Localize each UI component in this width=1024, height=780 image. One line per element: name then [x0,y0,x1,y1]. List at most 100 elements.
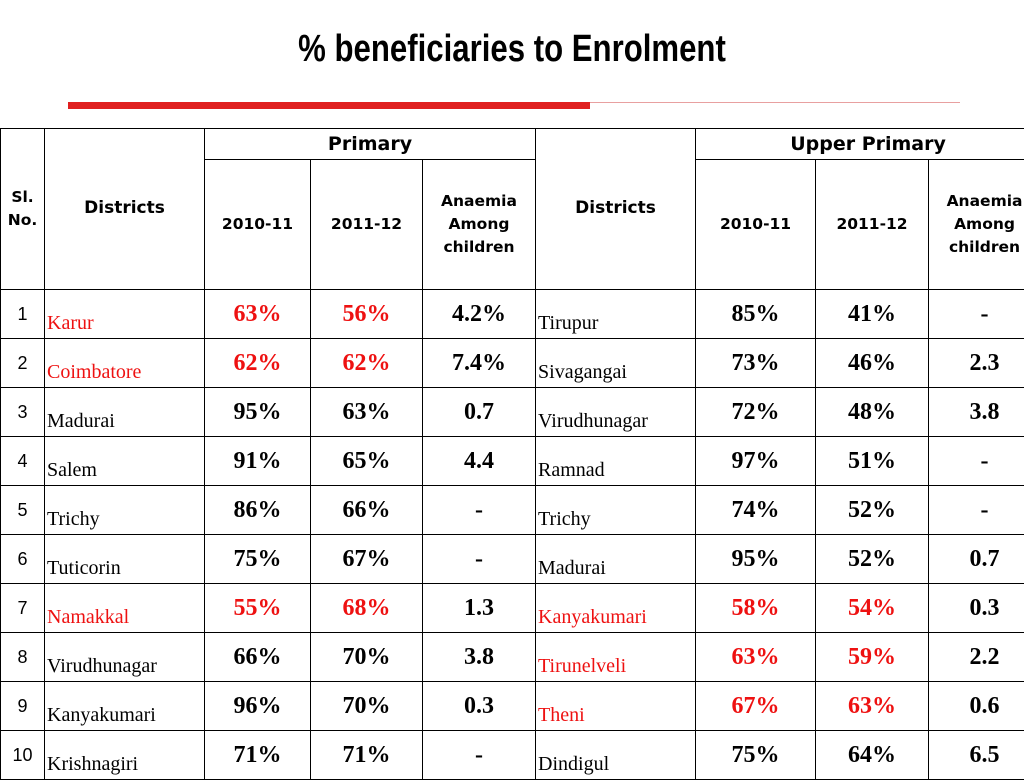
cell-upper-anaemia: 2.2 [929,633,1024,682]
cell-upper-2011-12: 48% [816,388,929,437]
cell-primary-2011-12: 63% [311,388,423,437]
cell-primary-anaemia: - [423,535,536,584]
cell-sl-no: 1 [1,290,45,339]
cell-upper-district: Tirupur [536,290,696,339]
cell-primary-district: Trichy [45,486,205,535]
title-underline-rule [590,102,960,103]
cell-upper-anaemia: - [929,486,1024,535]
cell-upper-anaemia: 2.3 [929,339,1024,388]
cell-upper-2010-11: 74% [696,486,816,535]
cell-primary-2011-12: 56% [311,290,423,339]
cell-upper-anaemia: 3.8 [929,388,1024,437]
cell-sl-no: 10 [1,731,45,780]
cell-upper-district: Kanyakumari [536,584,696,633]
title-underline-accent [68,102,590,109]
cell-upper-district: Dindigul [536,731,696,780]
header-primary-anaemia: Anaemia Among children [423,160,536,290]
cell-upper-2011-12: 46% [816,339,929,388]
cell-primary-district: Salem [45,437,205,486]
cell-primary-2010-11: 86% [205,486,311,535]
cell-primary-2011-12: 65% [311,437,423,486]
cell-upper-2011-12: 51% [816,437,929,486]
cell-primary-anaemia: 4.4 [423,437,536,486]
header-upper-2011-12: 2011-12 [816,160,929,290]
cell-upper-district: Tirunelveli [536,633,696,682]
cell-sl-no: 9 [1,682,45,731]
cell-primary-2011-12: 68% [311,584,423,633]
cell-upper-2010-11: 72% [696,388,816,437]
cell-primary-anaemia: 0.3 [423,682,536,731]
header-primary-2011-12: 2011-12 [311,160,423,290]
cell-primary-district: Tuticorin [45,535,205,584]
header-districts-primary: Districts [45,129,205,290]
header-upper-anaemia: Anaemia Among children [929,160,1024,290]
beneficiaries-table: Sl. No. Districts Primary Districts Uppe… [0,128,1024,780]
cell-upper-district: Sivagangai [536,339,696,388]
cell-upper-anaemia: 0.7 [929,535,1024,584]
cell-upper-2010-11: 85% [696,290,816,339]
cell-upper-2010-11: 63% [696,633,816,682]
cell-upper-2011-12: 63% [816,682,929,731]
cell-sl-no: 8 [1,633,45,682]
cell-primary-anaemia: - [423,486,536,535]
cell-upper-district: Madurai [536,535,696,584]
cell-sl-no: 7 [1,584,45,633]
cell-upper-2011-12: 54% [816,584,929,633]
cell-upper-anaemia: 0.3 [929,584,1024,633]
cell-primary-2011-12: 62% [311,339,423,388]
cell-sl-no: 6 [1,535,45,584]
cell-upper-2011-12: 41% [816,290,929,339]
cell-primary-district: Krishnagiri [45,731,205,780]
cell-primary-2010-11: 63% [205,290,311,339]
cell-upper-district: Ramnad [536,437,696,486]
cell-upper-2010-11: 97% [696,437,816,486]
cell-primary-2011-12: 71% [311,731,423,780]
cell-primary-2010-11: 91% [205,437,311,486]
cell-primary-2010-11: 62% [205,339,311,388]
cell-primary-2010-11: 95% [205,388,311,437]
cell-primary-district: Coimbatore [45,339,205,388]
cell-primary-2010-11: 55% [205,584,311,633]
cell-primary-anaemia: 4.2% [423,290,536,339]
cell-primary-2011-12: 67% [311,535,423,584]
cell-primary-district: Karur [45,290,205,339]
cell-primary-2010-11: 96% [205,682,311,731]
cell-upper-anaemia: 0.6 [929,682,1024,731]
cell-primary-2010-11: 66% [205,633,311,682]
cell-upper-district: Theni [536,682,696,731]
header-primary: Primary [205,129,536,160]
cell-upper-2010-11: 95% [696,535,816,584]
cell-sl-no: 3 [1,388,45,437]
header-upper-primary: Upper Primary [696,129,1024,160]
cell-primary-anaemia: 7.4% [423,339,536,388]
cell-upper-2011-12: 64% [816,731,929,780]
cell-upper-district: Trichy [536,486,696,535]
cell-upper-2010-11: 75% [696,731,816,780]
cell-upper-2010-11: 58% [696,584,816,633]
header-upper-2010-11: 2010-11 [696,160,816,290]
cell-primary-2011-12: 66% [311,486,423,535]
cell-upper-anaemia: 6.5 [929,731,1024,780]
cell-upper-anaemia: - [929,437,1024,486]
cell-upper-anaemia: - [929,290,1024,339]
cell-sl-no: 5 [1,486,45,535]
cell-primary-district: Namakkal [45,584,205,633]
cell-primary-2011-12: 70% [311,633,423,682]
header-sl-no: Sl. No. [1,129,45,290]
cell-upper-2011-12: 52% [816,535,929,584]
cell-upper-2010-11: 67% [696,682,816,731]
cell-primary-2010-11: 75% [205,535,311,584]
cell-primary-district: Madurai [45,388,205,437]
cell-primary-2011-12: 70% [311,682,423,731]
cell-primary-anaemia: 3.8 [423,633,536,682]
